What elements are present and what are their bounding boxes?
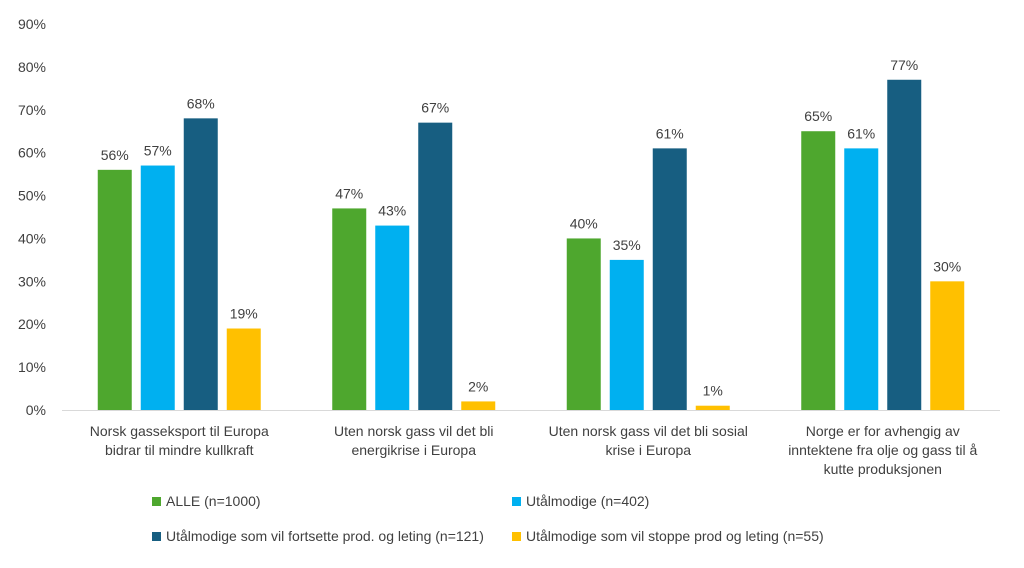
y-tick-label: 50% <box>18 188 46 204</box>
bar <box>183 118 218 410</box>
data-label: 67% <box>421 100 449 116</box>
y-tick-label: 30% <box>18 273 46 289</box>
data-label: 56% <box>101 147 129 163</box>
bar <box>695 405 730 410</box>
bar <box>461 401 496 410</box>
bar <box>97 169 132 410</box>
legend-swatch <box>152 532 161 541</box>
x-tick-label: Norsk gasseksport til Europa bidrar til m… <box>90 423 269 458</box>
y-tick-label: 10% <box>18 359 46 375</box>
bar <box>375 225 410 410</box>
bar <box>140 165 175 410</box>
legend-swatch <box>512 497 521 506</box>
x-tick-label: Uten norsk gass vil det bli sosial krise … <box>549 423 748 458</box>
bar <box>609 259 644 410</box>
data-label: 77% <box>890 57 918 73</box>
bar <box>887 79 922 410</box>
bars <box>97 79 965 411</box>
data-label: 43% <box>378 203 406 219</box>
bar <box>226 328 261 410</box>
bar <box>332 208 367 410</box>
legend-item: ALLE (n=1000) <box>152 493 261 509</box>
y-tick-label: 90% <box>18 16 46 32</box>
data-label: 61% <box>656 125 684 141</box>
legend-item: Utålmodige som vil fortsette prod. og le… <box>152 528 484 544</box>
bar <box>930 281 965 410</box>
y-tick-label: 20% <box>18 316 46 332</box>
bar <box>844 148 879 410</box>
data-label: 68% <box>187 95 215 111</box>
legend-label: Utålmodige (n=402) <box>526 493 649 509</box>
data-label: 61% <box>847 125 875 141</box>
data-label: 35% <box>613 237 641 253</box>
data-label: 19% <box>230 306 258 322</box>
y-tick-label: 80% <box>18 59 46 75</box>
legend-item: Utålmodige som vil stoppe prod og leting… <box>512 528 824 544</box>
data-label: 1% <box>703 383 723 399</box>
legend-label: ALLE (n=1000) <box>166 493 261 509</box>
y-tick-label: 40% <box>18 230 46 246</box>
bar <box>566 238 601 410</box>
data-label: 40% <box>570 215 598 231</box>
y-tick-label: 0% <box>26 402 46 418</box>
bar <box>652 148 687 410</box>
bar <box>801 131 836 410</box>
x-tick-label: Uten norsk gass vil det bli energikrise i… <box>334 423 494 458</box>
x-tick-label: Norge er for avhengig av inntektene fra o… <box>788 423 977 477</box>
data-label: 65% <box>804 108 832 124</box>
data-label: 57% <box>144 143 172 159</box>
legend-item: Utålmodige (n=402) <box>512 493 649 509</box>
data-label: 2% <box>468 378 488 394</box>
x-axis: Norsk gasseksport til Europa bidrar til m… <box>62 410 1000 477</box>
data-labels: 56% 57% 68% 19% 47% 43% 67% 2% 40% 35% 61% 1% 65% 61%… <box>101 57 962 399</box>
legend-swatch <box>152 497 161 506</box>
data-label: 30% <box>933 258 961 274</box>
legend-label: Utålmodige som vil stoppe prod og leting… <box>526 528 824 544</box>
legend: ALLE (n=1000) Utålmodige (n=402) Utålmodig… <box>152 493 824 544</box>
y-axis: 0% 10% 20% 30% 40% 50% 60% 70% 80% 90% <box>18 16 46 418</box>
bar <box>418 122 453 411</box>
data-label: 47% <box>335 185 363 201</box>
legend-swatch <box>512 532 521 541</box>
legend-label: Utålmodige som vil fortsette prod. og le… <box>166 528 484 544</box>
y-tick-label: 60% <box>18 145 46 161</box>
y-tick-label: 70% <box>18 102 46 118</box>
